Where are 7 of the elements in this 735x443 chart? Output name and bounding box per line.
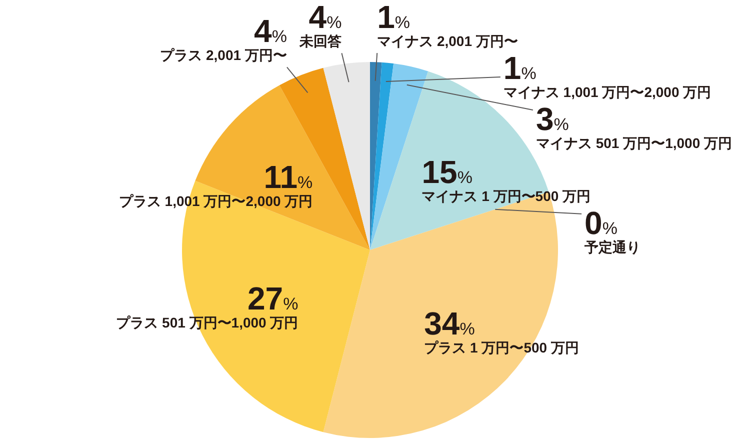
label: 4% 未回答 [300, 0, 342, 50]
label: 34% プラス 1 万円〜500 万円 [424, 306, 579, 356]
label: 4% プラス 2,001 万円〜 [160, 13, 287, 64]
label: 1% マイナス 1,001 万円〜2,000 万円 [503, 50, 712, 100]
label: 3% マイナス 501 万円〜1,000 万円 [536, 101, 732, 151]
label: 0% 予定通り [584, 204, 641, 255]
label: 1% マイナス 2,001 万円〜 [377, 0, 518, 49]
